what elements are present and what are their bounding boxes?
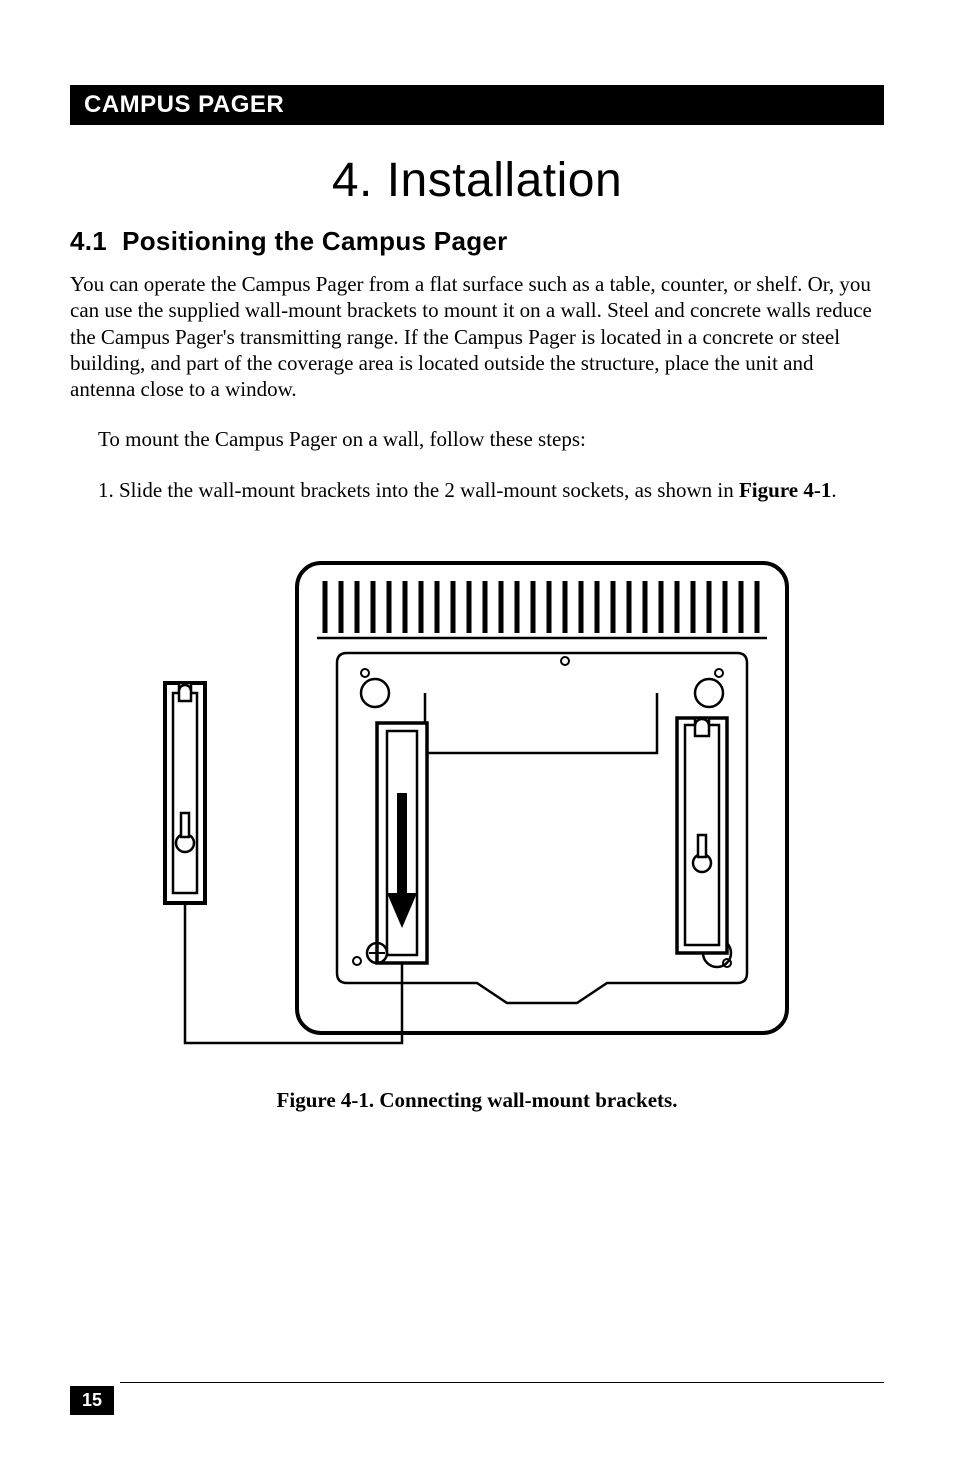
page-number: 15 — [70, 1386, 114, 1415]
header-product-name: CAMPUS PAGER — [84, 91, 284, 118]
section-title: Positioning the Campus Pager — [122, 226, 507, 256]
step-1: 1. Slide the wall-mount brackets into th… — [98, 477, 884, 503]
step-1-figure-ref: Figure 4-1 — [739, 478, 831, 502]
footer-line — [120, 1382, 884, 1383]
bracket-standalone — [165, 683, 205, 903]
chapter-title-text: Installation — [387, 154, 622, 207]
intro-paragraph: You can operate the Campus Pager from a … — [70, 271, 884, 402]
figure-caption: Figure 4-1. Connecting wall-mount bracke… — [70, 1088, 884, 1113]
step-1-suffix: . — [831, 478, 836, 502]
chapter-title: 4. Installation — [70, 153, 884, 208]
figure-container: Figure 4-1. Connecting wall-mount bracke… — [70, 543, 884, 1113]
wall-mount-diagram — [157, 543, 797, 1053]
right-socket — [677, 718, 727, 953]
device-body — [297, 563, 787, 1033]
section-number: 4.1 — [70, 226, 107, 256]
chapter-number: 4. — [332, 154, 373, 207]
left-socket — [367, 723, 427, 963]
step-1-text: 1. Slide the wall-mount brackets into th… — [98, 478, 739, 502]
mount-intro-paragraph: To mount the Campus Pager on a wall, fol… — [98, 426, 884, 452]
header-bar: CAMPUS PAGER — [70, 85, 884, 125]
section-heading: 4.1 Positioning the Campus Pager — [70, 226, 884, 257]
